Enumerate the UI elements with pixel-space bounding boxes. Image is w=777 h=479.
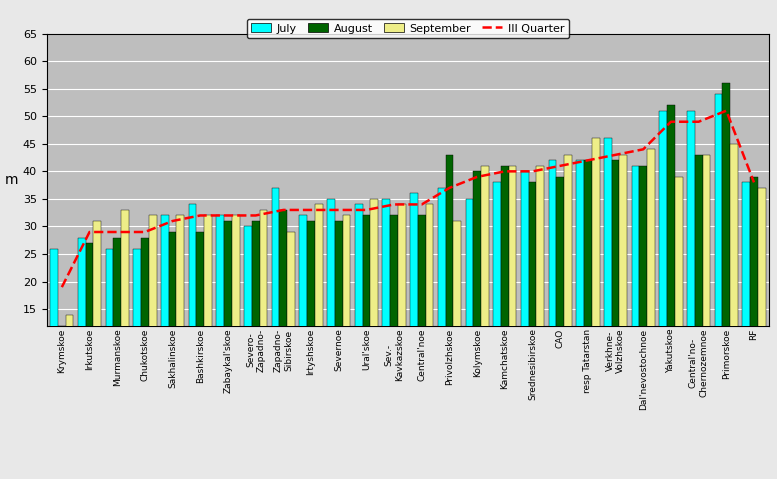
Bar: [418, 216, 426, 392]
Bar: [224, 221, 232, 392]
Bar: [426, 205, 434, 392]
Bar: [382, 199, 390, 392]
Bar: [619, 155, 627, 392]
Bar: [390, 216, 398, 392]
Y-axis label: m: m: [5, 172, 19, 187]
Bar: [687, 111, 695, 392]
Bar: [299, 216, 307, 392]
Bar: [501, 166, 509, 392]
Bar: [715, 94, 723, 392]
Bar: [106, 249, 113, 392]
Bar: [189, 205, 197, 392]
Bar: [197, 232, 204, 392]
Bar: [113, 238, 121, 392]
Bar: [481, 166, 489, 392]
Bar: [509, 166, 517, 392]
Bar: [260, 210, 267, 392]
Bar: [750, 177, 758, 392]
Bar: [252, 221, 260, 392]
Bar: [169, 232, 176, 392]
Bar: [148, 216, 156, 392]
Bar: [216, 216, 224, 392]
Bar: [315, 205, 322, 392]
Bar: [556, 177, 564, 392]
Bar: [445, 155, 453, 392]
Bar: [232, 216, 239, 392]
Bar: [465, 199, 473, 392]
Bar: [343, 216, 350, 392]
Bar: [161, 216, 169, 392]
Bar: [730, 144, 738, 392]
Bar: [528, 182, 536, 392]
Bar: [51, 249, 58, 392]
Bar: [355, 205, 363, 392]
Bar: [453, 221, 461, 392]
Bar: [371, 199, 378, 392]
Bar: [493, 182, 501, 392]
Bar: [758, 188, 765, 392]
Bar: [85, 243, 93, 392]
Bar: [121, 210, 129, 392]
Bar: [660, 111, 667, 392]
Bar: [604, 138, 611, 392]
Bar: [280, 210, 287, 392]
Bar: [702, 155, 710, 392]
Bar: [723, 83, 730, 392]
Bar: [667, 105, 674, 392]
Bar: [93, 221, 101, 392]
Bar: [647, 149, 655, 392]
Bar: [410, 194, 418, 392]
Bar: [742, 182, 750, 392]
Bar: [244, 227, 252, 392]
Bar: [695, 155, 702, 392]
Bar: [674, 177, 682, 392]
Bar: [639, 166, 647, 392]
Bar: [564, 155, 572, 392]
Bar: [611, 160, 619, 392]
Bar: [66, 315, 74, 392]
Bar: [521, 171, 528, 392]
Bar: [584, 160, 592, 392]
Bar: [327, 199, 335, 392]
Bar: [363, 216, 371, 392]
Bar: [549, 160, 556, 392]
Bar: [592, 138, 600, 392]
Bar: [473, 171, 481, 392]
Bar: [287, 232, 295, 392]
Bar: [437, 188, 445, 392]
Bar: [536, 166, 544, 392]
Bar: [335, 221, 343, 392]
Bar: [176, 216, 184, 392]
Bar: [398, 205, 406, 392]
Bar: [577, 160, 584, 392]
Bar: [204, 216, 212, 392]
Bar: [78, 238, 85, 392]
Bar: [58, 326, 66, 392]
Bar: [134, 249, 141, 392]
Legend: July, August, September, III Quarter: July, August, September, III Quarter: [247, 19, 569, 38]
Bar: [272, 188, 280, 392]
Bar: [632, 166, 639, 392]
Bar: [141, 238, 148, 392]
Bar: [307, 221, 315, 392]
